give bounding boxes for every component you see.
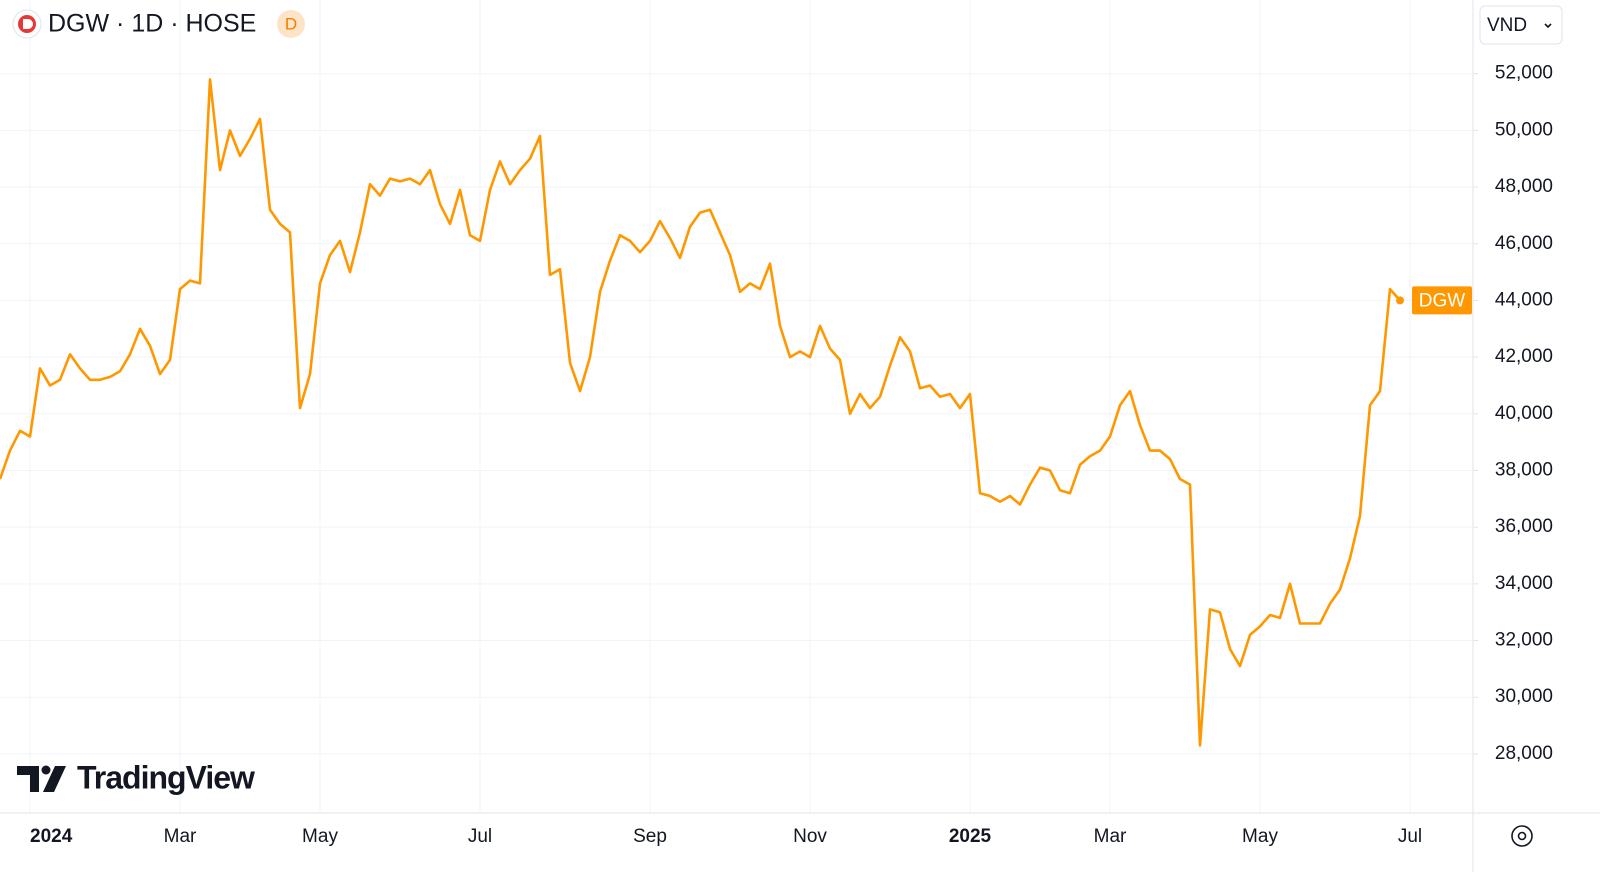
x-tick-label: Jul xyxy=(468,826,492,847)
currency-box xyxy=(1479,5,1563,45)
y-tick-label: 30,000 xyxy=(1495,686,1553,707)
y-tick-label: 42,000 xyxy=(1495,346,1553,367)
x-tick-label: May xyxy=(302,826,338,847)
branding[interactable]: TradingView xyxy=(17,759,256,795)
brand-mark xyxy=(17,766,39,792)
grid xyxy=(0,0,1472,812)
brand-mark-slash xyxy=(43,766,66,792)
currency-text: VND xyxy=(1487,15,1527,36)
last-price-dot xyxy=(1396,296,1404,305)
y-tick-label: 38,000 xyxy=(1495,459,1553,480)
y-tick-label: 36,000 xyxy=(1495,516,1553,537)
x-tick-label: Jul xyxy=(1398,826,1422,847)
x-tick-label: 2024 xyxy=(30,826,73,847)
settings-icon xyxy=(1511,825,1533,847)
brand-name: TradingView xyxy=(77,759,255,795)
x-tick-label: Mar xyxy=(164,826,197,847)
y-tick-label: 48,000 xyxy=(1495,176,1553,197)
y-tick-label: 34,000 xyxy=(1495,573,1553,594)
y-tick-label: 28,000 xyxy=(1495,743,1553,764)
x-tick-label: Sep xyxy=(633,826,667,847)
x-tick-label: 2025 xyxy=(949,826,992,847)
x-tick-label: May xyxy=(1242,826,1278,847)
settings-icon-center xyxy=(1517,831,1527,841)
symbol-title: DGW · 1D · HOSE xyxy=(48,10,256,38)
x-tick-label: Nov xyxy=(793,826,827,847)
price-line xyxy=(0,78,1401,747)
plot xyxy=(0,78,1404,747)
y-tick-label: 32,000 xyxy=(1495,630,1553,651)
currency-selector[interactable]: VND xyxy=(1479,5,1563,45)
y-tick-label: 50,000 xyxy=(1495,119,1553,140)
y-tick-label: 46,000 xyxy=(1495,233,1553,254)
exchange-badge xyxy=(277,10,305,38)
currency-chevron xyxy=(1544,23,1552,29)
y-tick-label: 40,000 xyxy=(1495,403,1553,424)
last-price-label: DGW xyxy=(1419,290,1466,311)
symbol-header[interactable]: DGW · 1D · HOSE D xyxy=(12,9,305,39)
brand-mark-dot xyxy=(41,765,51,775)
exchange-badge-text: D xyxy=(285,14,297,33)
symbol-logo-glyph xyxy=(23,19,33,29)
y-tick-label: 44,000 xyxy=(1495,289,1553,310)
last-price-label-box xyxy=(1412,286,1472,315)
x-tick-label: Mar xyxy=(1094,826,1127,847)
y-tick-label: 52,000 xyxy=(1495,63,1553,84)
settings-button[interactable] xyxy=(1511,825,1533,847)
